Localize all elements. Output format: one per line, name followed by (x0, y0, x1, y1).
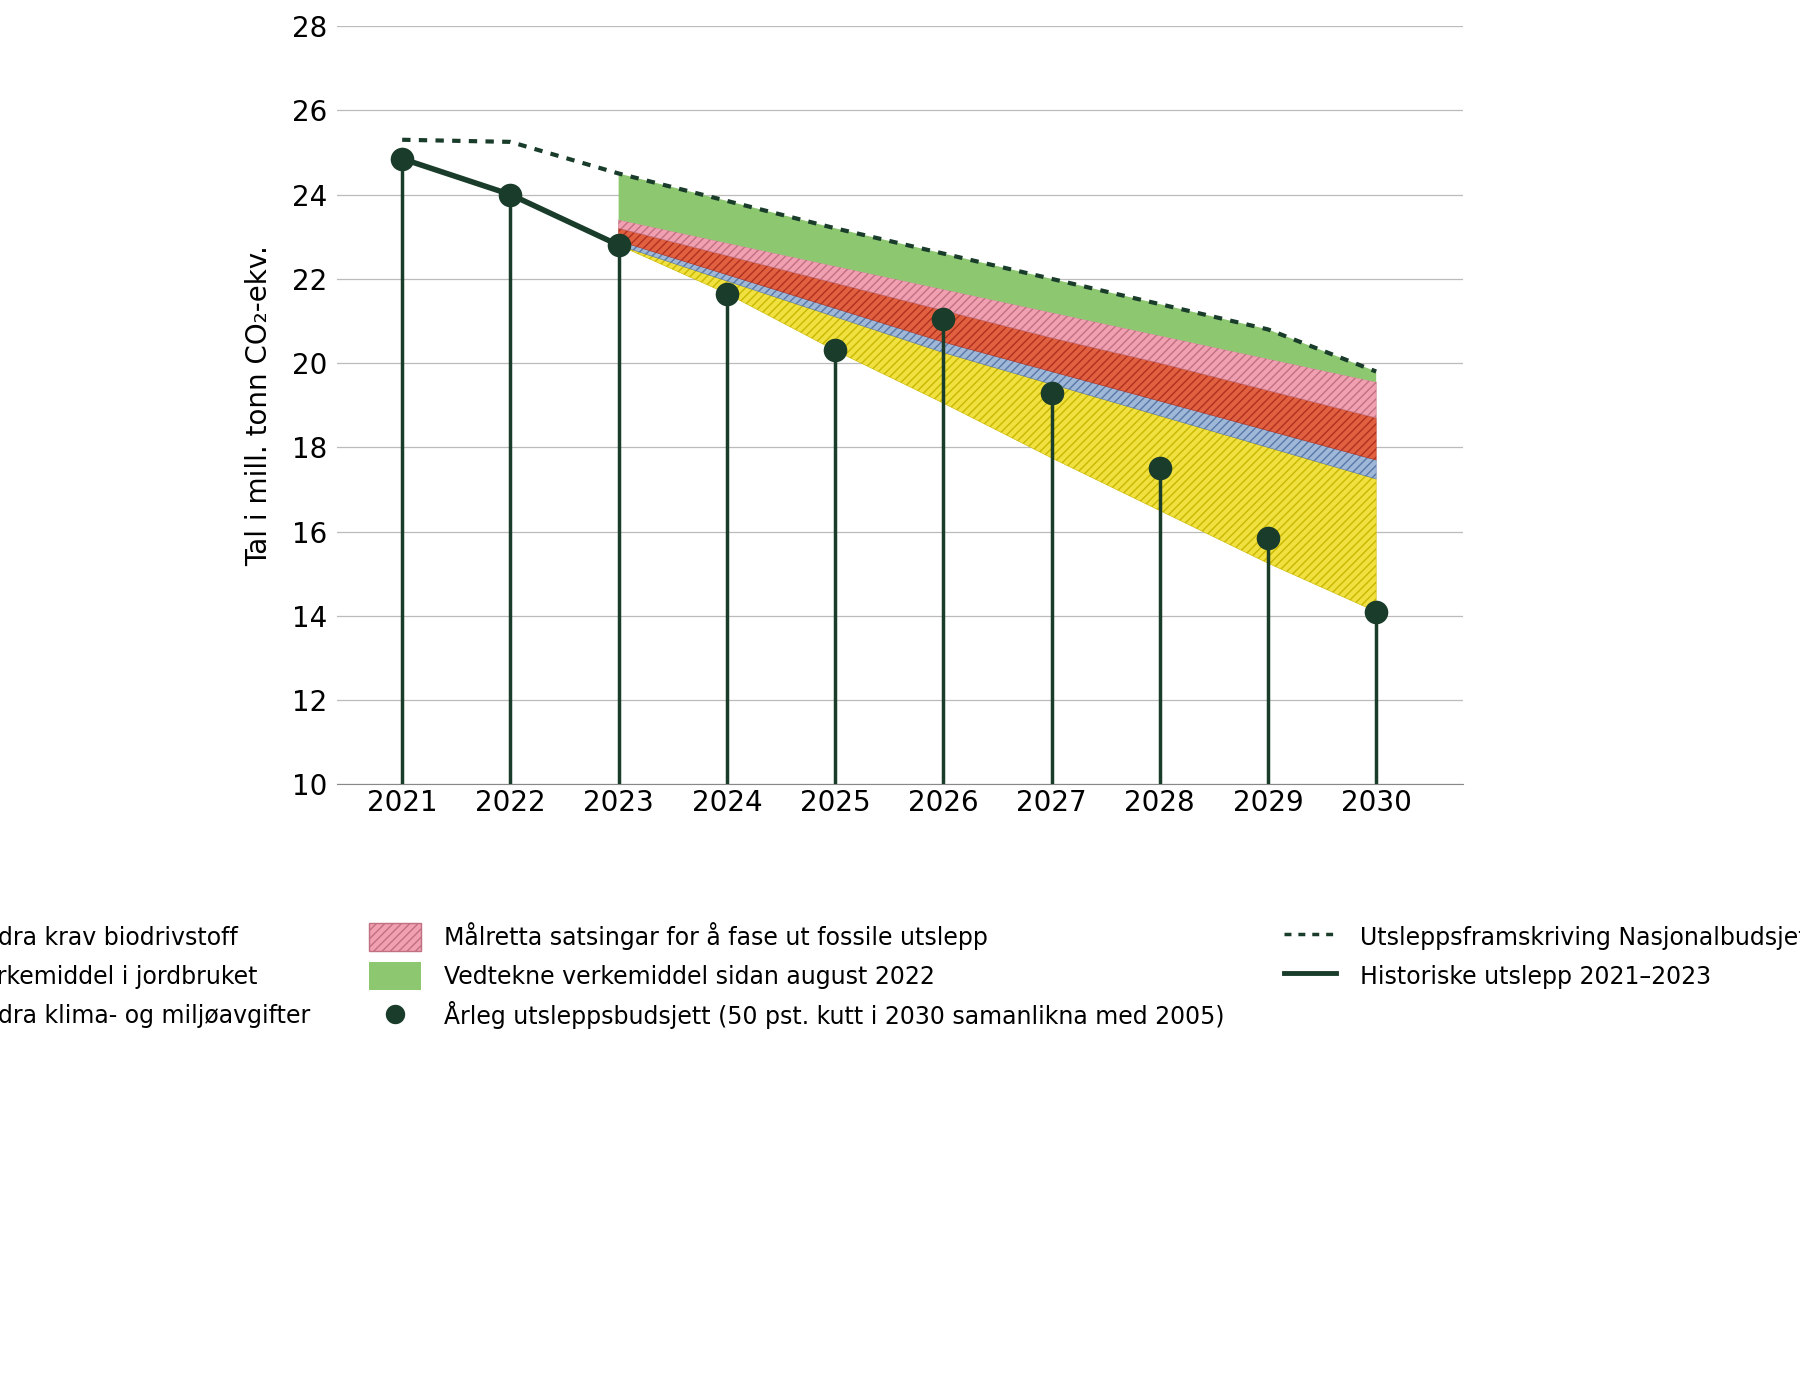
Y-axis label: Tal i mill. tonn CO₂-ekv.: Tal i mill. tonn CO₂-ekv. (245, 245, 272, 566)
Legend: Endra krav biodrivstoff, Verkemiddel i jordbruket, Endra klima- og miljøavgifter: Endra krav biodrivstoff, Verkemiddel i j… (0, 909, 1800, 1042)
